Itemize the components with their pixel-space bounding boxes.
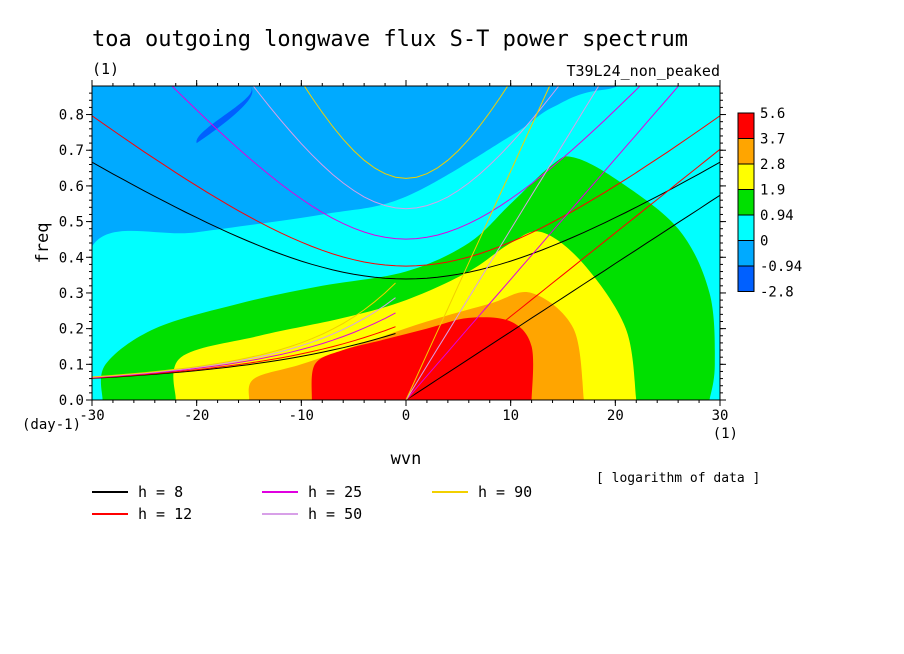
y-tick-label: 0.7: [59, 143, 84, 159]
y-axis-ticks: 0.0 0.1 0.2 0.3 0.4 0.5 0.6 0.7 0.8: [59, 92, 726, 409]
legend-label: h = 50: [308, 505, 362, 523]
colorbar-swatch: [737, 214, 755, 241]
dispersion-curve: [405, 86, 551, 400]
colorbar-swatch: [737, 240, 755, 267]
x-axis-unit: (1): [713, 426, 738, 442]
x-tick-label: -20: [184, 408, 209, 424]
contour-region: [311, 317, 534, 400]
chart-title: toa outgoing longwave flux S-T power spe…: [92, 27, 688, 52]
colorbar-label: 0: [760, 234, 768, 250]
dispersion-curve: [405, 148, 720, 400]
dispersion-curve: [252, 86, 560, 210]
x-tick-label: 10: [502, 408, 519, 424]
dispersion-legend: h = 8 h = 12 h = 25 h = 50 h = 90: [92, 483, 532, 523]
title-units: (1): [92, 60, 119, 78]
contour-region: [92, 86, 720, 247]
colorbar-swatch: [737, 189, 755, 216]
dispersion-curve: [171, 86, 641, 240]
colorbar-label: 2.8: [760, 157, 785, 173]
y-tick-label: 0.1: [59, 357, 84, 373]
colorbar-swatch: [737, 138, 755, 165]
legend-label: h = 25: [308, 483, 362, 501]
y-tick-label: 0.5: [59, 215, 84, 231]
dispersion-curve: [92, 161, 720, 280]
colorbar-swatch: [737, 265, 755, 292]
x-axis-label: wvn: [391, 449, 422, 469]
dispersion-curve: [405, 86, 680, 400]
colorbar-label: -2.8: [760, 285, 794, 301]
y-tick-label: 0.0: [59, 393, 84, 409]
legend-label: h = 8: [138, 483, 183, 501]
dispersion-curve: [92, 312, 396, 378]
y-tick-label: 0.2: [59, 322, 84, 338]
x-tick-label: -10: [289, 408, 314, 424]
chart-subtitle: T39L24_non_peaked: [566, 62, 720, 80]
y-tick-label: 0.3: [59, 286, 84, 302]
dispersion-curve: [405, 194, 720, 400]
contour-regions: [92, 86, 720, 400]
dispersion-curve: [405, 86, 600, 400]
colorbar-label: -0.94: [760, 259, 802, 275]
colorbar: 5.6 3.7 2.8 1.9 0.94 0 -0.94 -2.8: [737, 106, 802, 301]
dispersion-curves: [92, 86, 720, 400]
dispersion-curve: [303, 86, 509, 179]
legend-label: h = 90: [478, 483, 532, 501]
legend-label: h = 12: [138, 505, 192, 523]
dispersion-curve: [92, 326, 396, 379]
y-tick-label: 0.6: [59, 179, 84, 195]
dispersion-curve: [92, 282, 396, 378]
colorbar-label: 3.7: [760, 132, 785, 148]
y-axis-unit: (day-1): [22, 417, 81, 433]
x-tick-label: 0: [402, 408, 410, 424]
colorbar-swatch: [737, 163, 755, 190]
dispersion-curve: [92, 115, 720, 267]
y-axis-label: freq: [33, 223, 53, 264]
x-tick-label: -30: [79, 408, 104, 424]
x-tick-label: 20: [607, 408, 624, 424]
colorbar-swatch: [737, 112, 755, 139]
x-axis-ticks: -30 -20 -10 0 10 20 30: [79, 80, 728, 424]
log-note: [ logarithm of data ]: [596, 471, 760, 486]
y-tick-label: 0.4: [59, 250, 84, 266]
colorbar-label: 5.6: [760, 106, 785, 122]
colorbar-label: 0.94: [760, 208, 794, 224]
x-tick-label: 30: [712, 408, 729, 424]
colorbar-label: 1.9: [760, 183, 785, 199]
y-tick-label: 0.8: [59, 108, 84, 124]
